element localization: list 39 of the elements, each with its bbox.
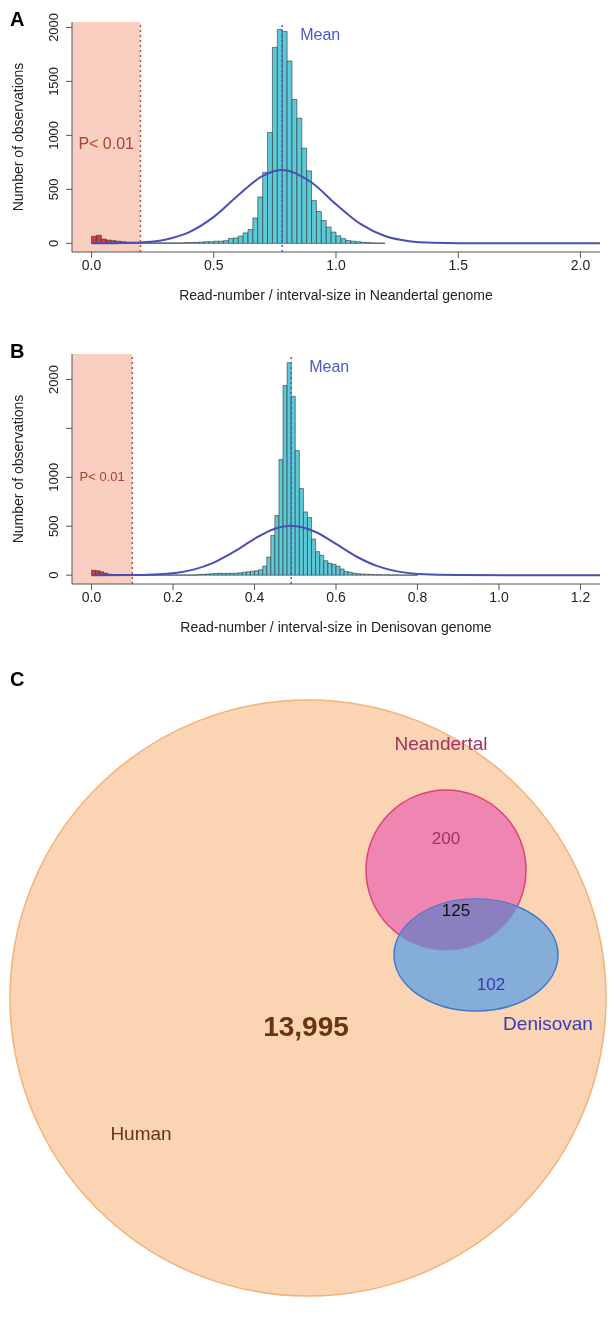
data-label: 13,995	[263, 1011, 349, 1042]
x-tick-label: 1.0	[326, 256, 346, 273]
y-tick-label: 0	[46, 239, 61, 247]
ref-line-label: Mean	[309, 358, 350, 375]
ref-line-label: Mean	[300, 26, 341, 43]
y-tick-label: 1000	[46, 120, 61, 150]
x-tick-label: 0.2	[163, 588, 183, 605]
x-tick-label: 0.4	[244, 588, 265, 605]
y-tick-label: 1000	[46, 462, 61, 492]
x-tick-label: 0.8	[407, 588, 428, 605]
band-label: P< 0.01	[78, 134, 135, 152]
category-label: Neandertal	[394, 733, 488, 754]
category-label: Human	[110, 1123, 172, 1144]
data-label: 125	[441, 901, 471, 920]
band-label: P< 0.01	[79, 468, 125, 484]
x-tick-label: 1.2	[570, 588, 591, 605]
x-tick-label: 1.5	[448, 256, 469, 273]
y-tick-label: 2000	[46, 364, 61, 394]
y-tick-label: 500	[46, 515, 61, 538]
y-axis-title: Number of observations	[9, 62, 26, 212]
x-tick-label: 0.5	[204, 256, 224, 273]
x-tick-label: 0.0	[81, 256, 102, 273]
x-axis-title: Read-number / interval-size in Neandertal genome	[179, 287, 494, 303]
y-tick-label: 0	[46, 571, 61, 579]
category-label: Denisovan	[503, 1013, 593, 1034]
x-tick-label: 0.0	[81, 588, 102, 605]
x-tick-label: 0.6	[326, 588, 346, 605]
y-tick-label: 2000	[46, 12, 61, 42]
chart-title: B	[10, 340, 25, 363]
x-axis-title: Read-number / interval-size in Denisovan genome	[180, 619, 492, 635]
data-label: 102	[476, 975, 506, 994]
text: C	[10, 668, 25, 691]
x-tick-label: 2.0	[570, 256, 591, 273]
y-tick-label: 500	[46, 178, 61, 201]
x-tick-label: 1.0	[489, 588, 509, 605]
y-tick-label: 1500	[46, 66, 61, 96]
y-axis-title: Number of observations	[9, 394, 26, 544]
chart-title: A	[10, 8, 25, 31]
data-label: 200	[431, 829, 461, 848]
